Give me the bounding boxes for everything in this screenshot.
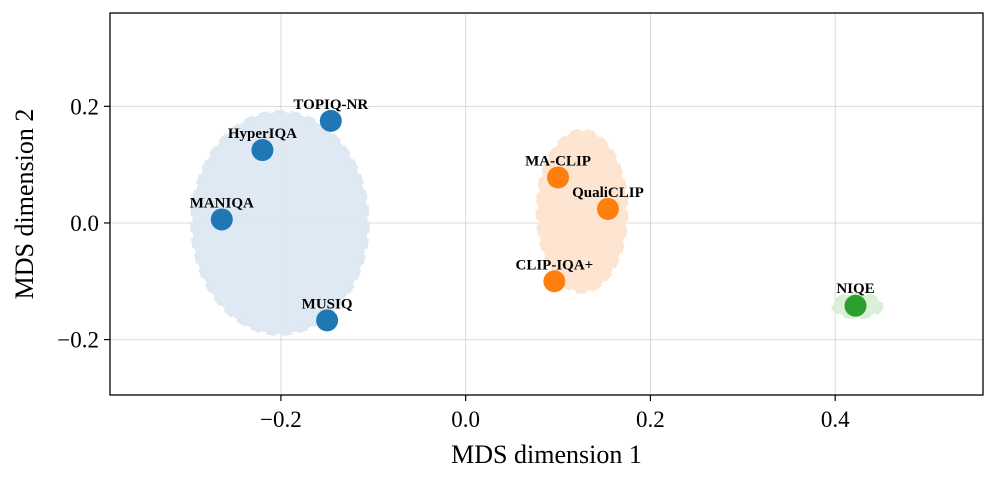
x-tick-label: 0.0 bbox=[451, 407, 480, 432]
label-ma-clip: MA-CLIP bbox=[525, 153, 591, 169]
data-points bbox=[210, 109, 867, 332]
label-niqe: NIQE bbox=[836, 281, 874, 297]
point-maniqa bbox=[210, 208, 233, 231]
label-topiq-nr: TOPIQ-NR bbox=[293, 97, 368, 113]
y-tick-label: 0.2 bbox=[70, 94, 99, 119]
y-axis-label: MDS dimension 2 bbox=[10, 109, 39, 300]
x-axis-label: MDS dimension 1 bbox=[451, 440, 642, 469]
label-musiq: MUSIQ bbox=[302, 296, 353, 312]
point-hyperiqa bbox=[251, 139, 274, 162]
label-clip-iqa-: CLIP-IQA+ bbox=[515, 257, 593, 273]
x-tick-label: −0.2 bbox=[260, 407, 302, 432]
x-tick-label: 0.4 bbox=[821, 407, 850, 432]
point-musiq bbox=[316, 309, 339, 332]
label-hyperiqa: HyperIQA bbox=[228, 126, 297, 142]
x-tick-label: 0.2 bbox=[636, 407, 665, 432]
label-qualiclip: QualiCLIP bbox=[572, 185, 644, 201]
point-clip-iqa- bbox=[543, 270, 566, 293]
axis-ticks: −0.2 0.0 0.2 0.4 −0.2 0.0 0.2 bbox=[57, 94, 850, 432]
point-topiq-nr bbox=[319, 109, 342, 132]
point-niqe bbox=[844, 294, 867, 317]
point-labels: TOPIQ-NR HyperIQA MANIQA MUSIQ MA-CLIP QualiC… bbox=[190, 97, 875, 312]
point-ma-clip bbox=[547, 166, 570, 189]
cluster-1-region bbox=[190, 110, 370, 336]
label-maniqa: MANIQA bbox=[190, 195, 254, 211]
y-tick-label: 0.0 bbox=[70, 211, 99, 236]
plot-frame bbox=[109, 12, 984, 396]
y-tick-label: −0.2 bbox=[57, 328, 99, 353]
point-qualiclip bbox=[596, 197, 619, 220]
